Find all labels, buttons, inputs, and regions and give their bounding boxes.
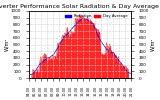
Title: Solar PV/Inverter Performance Solar Radiation & Day Average per Minute: Solar PV/Inverter Performance Solar Radi… — [0, 4, 160, 9]
Y-axis label: W/m²: W/m² — [4, 38, 9, 51]
Legend: Radiation, Day Average: Radiation, Day Average — [63, 13, 129, 20]
Y-axis label: W/m²: W/m² — [151, 38, 156, 51]
